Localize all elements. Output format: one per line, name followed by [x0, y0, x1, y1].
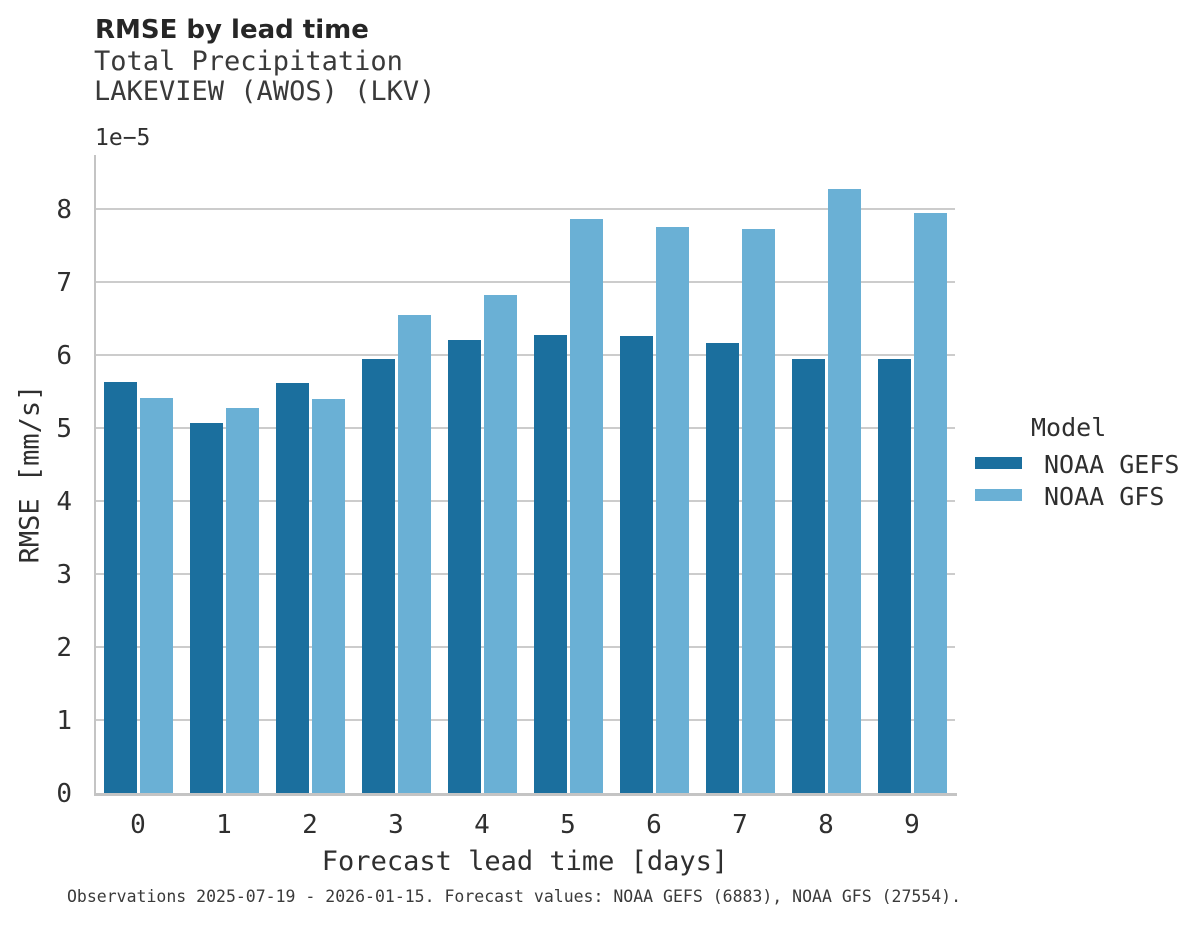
x-tick-label-4: 4 — [474, 810, 490, 840]
legend-swatch-noaa-gefs — [975, 457, 1022, 469]
legend-label-noaa-gefs: NOAA GEFS — [1044, 450, 1180, 479]
bar-noaa-gefs-day-9 — [877, 359, 911, 793]
y-tick-label-6: 6 — [56, 340, 72, 371]
bar-noaa-gfs-day-9 — [913, 213, 947, 793]
x-tick-label-5: 5 — [560, 810, 576, 840]
gridline-2 — [95, 646, 955, 648]
gridline-4 — [95, 500, 955, 502]
bar-noaa-gefs-day-0 — [103, 382, 137, 793]
chart-subtitle-station: LAKEVIEW (AWOS) (LKV) — [94, 76, 436, 107]
y-tick-label-3: 3 — [56, 559, 72, 590]
y-tick-label-2: 2 — [56, 632, 72, 663]
legend-title: Model — [1031, 413, 1107, 442]
y-tick-label-7: 7 — [56, 267, 72, 298]
bar-noaa-gefs-day-8 — [791, 359, 825, 793]
bar-noaa-gefs-day-7 — [705, 343, 739, 793]
bar-noaa-gfs-day-4 — [483, 295, 517, 793]
y-tick-label-0: 0 — [56, 778, 72, 809]
y-tick-label-4: 4 — [56, 486, 72, 517]
bar-noaa-gfs-day-1 — [225, 408, 259, 793]
bar-noaa-gfs-day-2 — [311, 398, 345, 793]
gridline-3 — [95, 573, 955, 575]
legend-label-noaa-gfs: NOAA GFS — [1044, 482, 1165, 511]
x-tick-label-9: 9 — [904, 810, 920, 840]
bar-noaa-gefs-day-3 — [361, 358, 395, 793]
x-axis-spine — [93, 793, 957, 796]
gridline-8 — [95, 208, 955, 211]
y-axis-label: RMSE [mm/s] — [14, 384, 46, 564]
chart-subtitle-variable: Total Precipitation — [94, 46, 403, 77]
chart-caption: Observations 2025-07-19 - 2026-01-15. Fo… — [67, 887, 962, 906]
bar-noaa-gefs-day-1 — [189, 422, 223, 793]
x-tick-label-1: 1 — [216, 810, 232, 840]
x-tick-label-7: 7 — [732, 810, 748, 840]
bar-noaa-gefs-day-4 — [447, 340, 481, 793]
gridline-6 — [95, 354, 955, 356]
x-tick-label-3: 3 — [388, 810, 404, 840]
gridline-1 — [95, 719, 955, 721]
y-axis-scale-label: 1e−5 — [95, 125, 151, 151]
chart-title: RMSE by lead time — [95, 15, 369, 45]
bar-noaa-gefs-day-2 — [275, 383, 309, 793]
bar-noaa-gefs-day-5 — [533, 334, 567, 793]
x-axis-label: Forecast lead time [days] — [321, 846, 729, 877]
bar-noaa-gfs-day-0 — [139, 398, 173, 793]
y-tick-label-8: 8 — [56, 194, 72, 225]
x-tick-label-0: 0 — [130, 810, 146, 840]
bar-noaa-gfs-day-8 — [827, 188, 861, 793]
x-tick-label-8: 8 — [818, 810, 834, 840]
bar-noaa-gfs-day-3 — [397, 314, 431, 793]
y-tick-label-5: 5 — [56, 413, 72, 444]
bar-noaa-gefs-day-6 — [619, 336, 653, 793]
x-tick-label-6: 6 — [646, 810, 662, 840]
gridline-5 — [95, 427, 955, 429]
bar-noaa-gfs-day-7 — [741, 229, 775, 793]
bar-noaa-gfs-day-6 — [655, 227, 689, 793]
gridline-7 — [95, 281, 955, 284]
y-tick-label-1: 1 — [56, 705, 72, 736]
legend-swatch-noaa-gfs — [975, 489, 1022, 501]
bar-noaa-gfs-day-5 — [569, 218, 603, 793]
x-tick-label-2: 2 — [302, 810, 318, 840]
y-axis-spine — [93, 155, 96, 795]
